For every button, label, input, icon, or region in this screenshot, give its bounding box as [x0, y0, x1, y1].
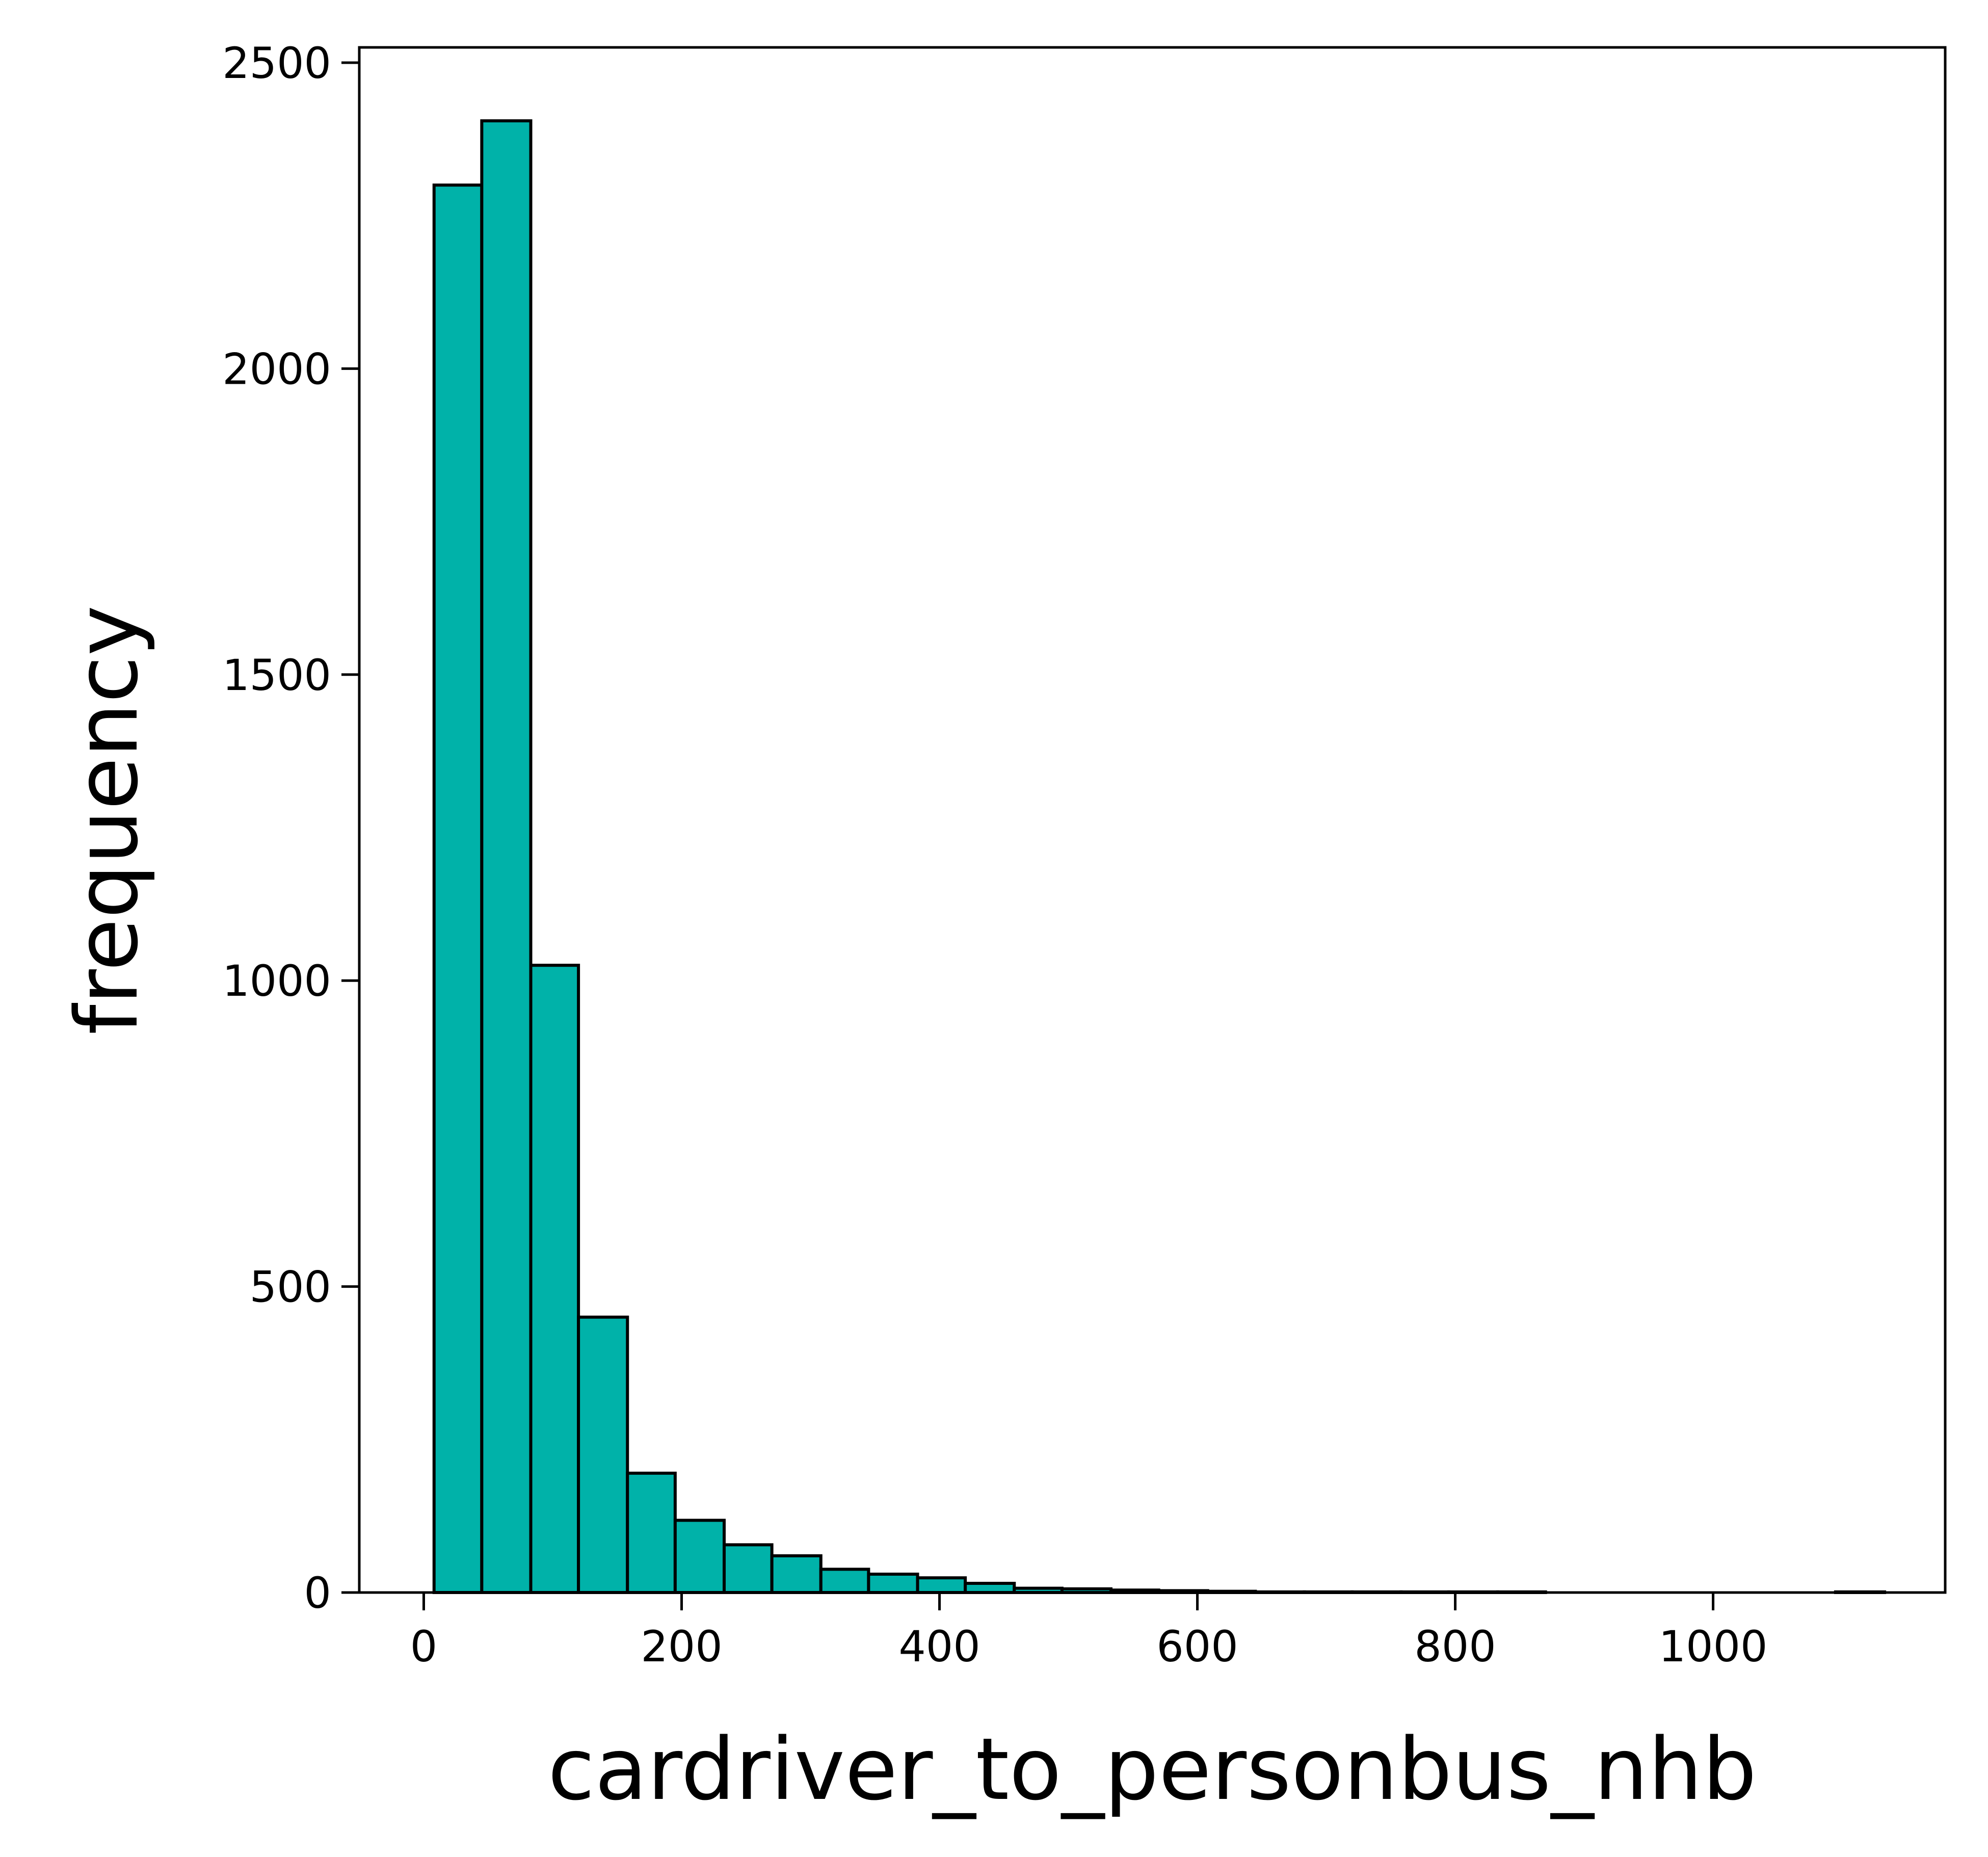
y-tick-label: 2000	[222, 344, 331, 394]
y-axis-ticks: 0 500 1000 1500 2000 2500	[222, 38, 359, 1618]
y-tick-label: 500	[250, 1262, 331, 1312]
histogram-bars	[432, 119, 1887, 1595]
histogram-bar	[916, 1576, 967, 1594]
y-tick-label: 2500	[222, 38, 331, 88]
x-tick-label: 600	[1156, 1622, 1238, 1672]
plot-frame	[358, 46, 1947, 1594]
y-tick-label: 1000	[222, 956, 331, 1006]
histogram-bar	[964, 1581, 1016, 1594]
x-tick-label: 200	[641, 1622, 722, 1672]
x-tick-label: 0	[410, 1622, 437, 1672]
y-tick-label: 0	[304, 1568, 331, 1618]
x-tick-label: 1000	[1659, 1622, 1768, 1672]
histogram-bar	[673, 1519, 726, 1595]
y-tick-label: 1500	[222, 650, 331, 700]
x-tick-label: 400	[898, 1622, 980, 1672]
histogram-bar	[480, 119, 533, 1595]
histogram-bar	[432, 183, 484, 1594]
x-tick-label: 800	[1414, 1622, 1496, 1672]
histogram-bar	[529, 964, 580, 1594]
histogram-bar	[867, 1572, 919, 1595]
histogram-bar	[577, 1315, 629, 1594]
x-axis-label: cardriver_to_personbus_nhb	[548, 1719, 1757, 1819]
histogram-bar	[819, 1568, 870, 1594]
histogram-bar	[723, 1543, 774, 1594]
histogram-bar	[770, 1554, 823, 1594]
x-axis-ticks: 0 200 400 600 800 1000	[410, 1593, 1768, 1672]
histogram-bar	[626, 1471, 677, 1594]
y-axis-label: frequency	[57, 605, 157, 1035]
